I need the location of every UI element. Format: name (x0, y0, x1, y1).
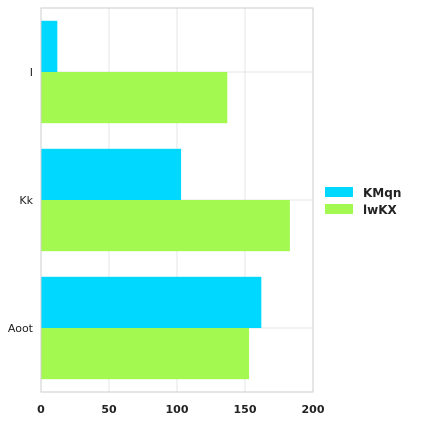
bar-lwKX-Aoot (41, 328, 250, 380)
bar-lwKX-I (41, 72, 228, 124)
plot-frame (40, 7, 314, 393)
x-tick-label: 150 (234, 403, 257, 416)
bars (41, 20, 290, 380)
bar-KMqn-Kk (41, 148, 182, 200)
x-tick-label: 100 (166, 403, 189, 416)
x-tick-label: 50 (101, 403, 117, 416)
legend-label: KMqn (363, 186, 401, 200)
y-tick-label: I (30, 66, 33, 79)
bar-KMqn-Aoot (41, 276, 262, 328)
y-tick-label: Aoot (8, 322, 34, 335)
legend-label: lwKX (363, 203, 397, 217)
y-axis-ticks: I Kk Aoot (8, 66, 34, 335)
legend-swatch-KMqn (325, 187, 353, 197)
x-tick-label: 200 (302, 403, 325, 416)
x-tick-label: 0 (37, 403, 45, 416)
bar-lwKX-Kk (41, 200, 290, 252)
bar-KMqn-I (41, 20, 58, 72)
x-axis-ticks: 0 50 100 150 200 (37, 403, 325, 416)
y-tick-label: Kk (19, 194, 33, 207)
legend: KMqn lwKX (325, 186, 401, 217)
legend-swatch-lwKX (325, 204, 353, 214)
